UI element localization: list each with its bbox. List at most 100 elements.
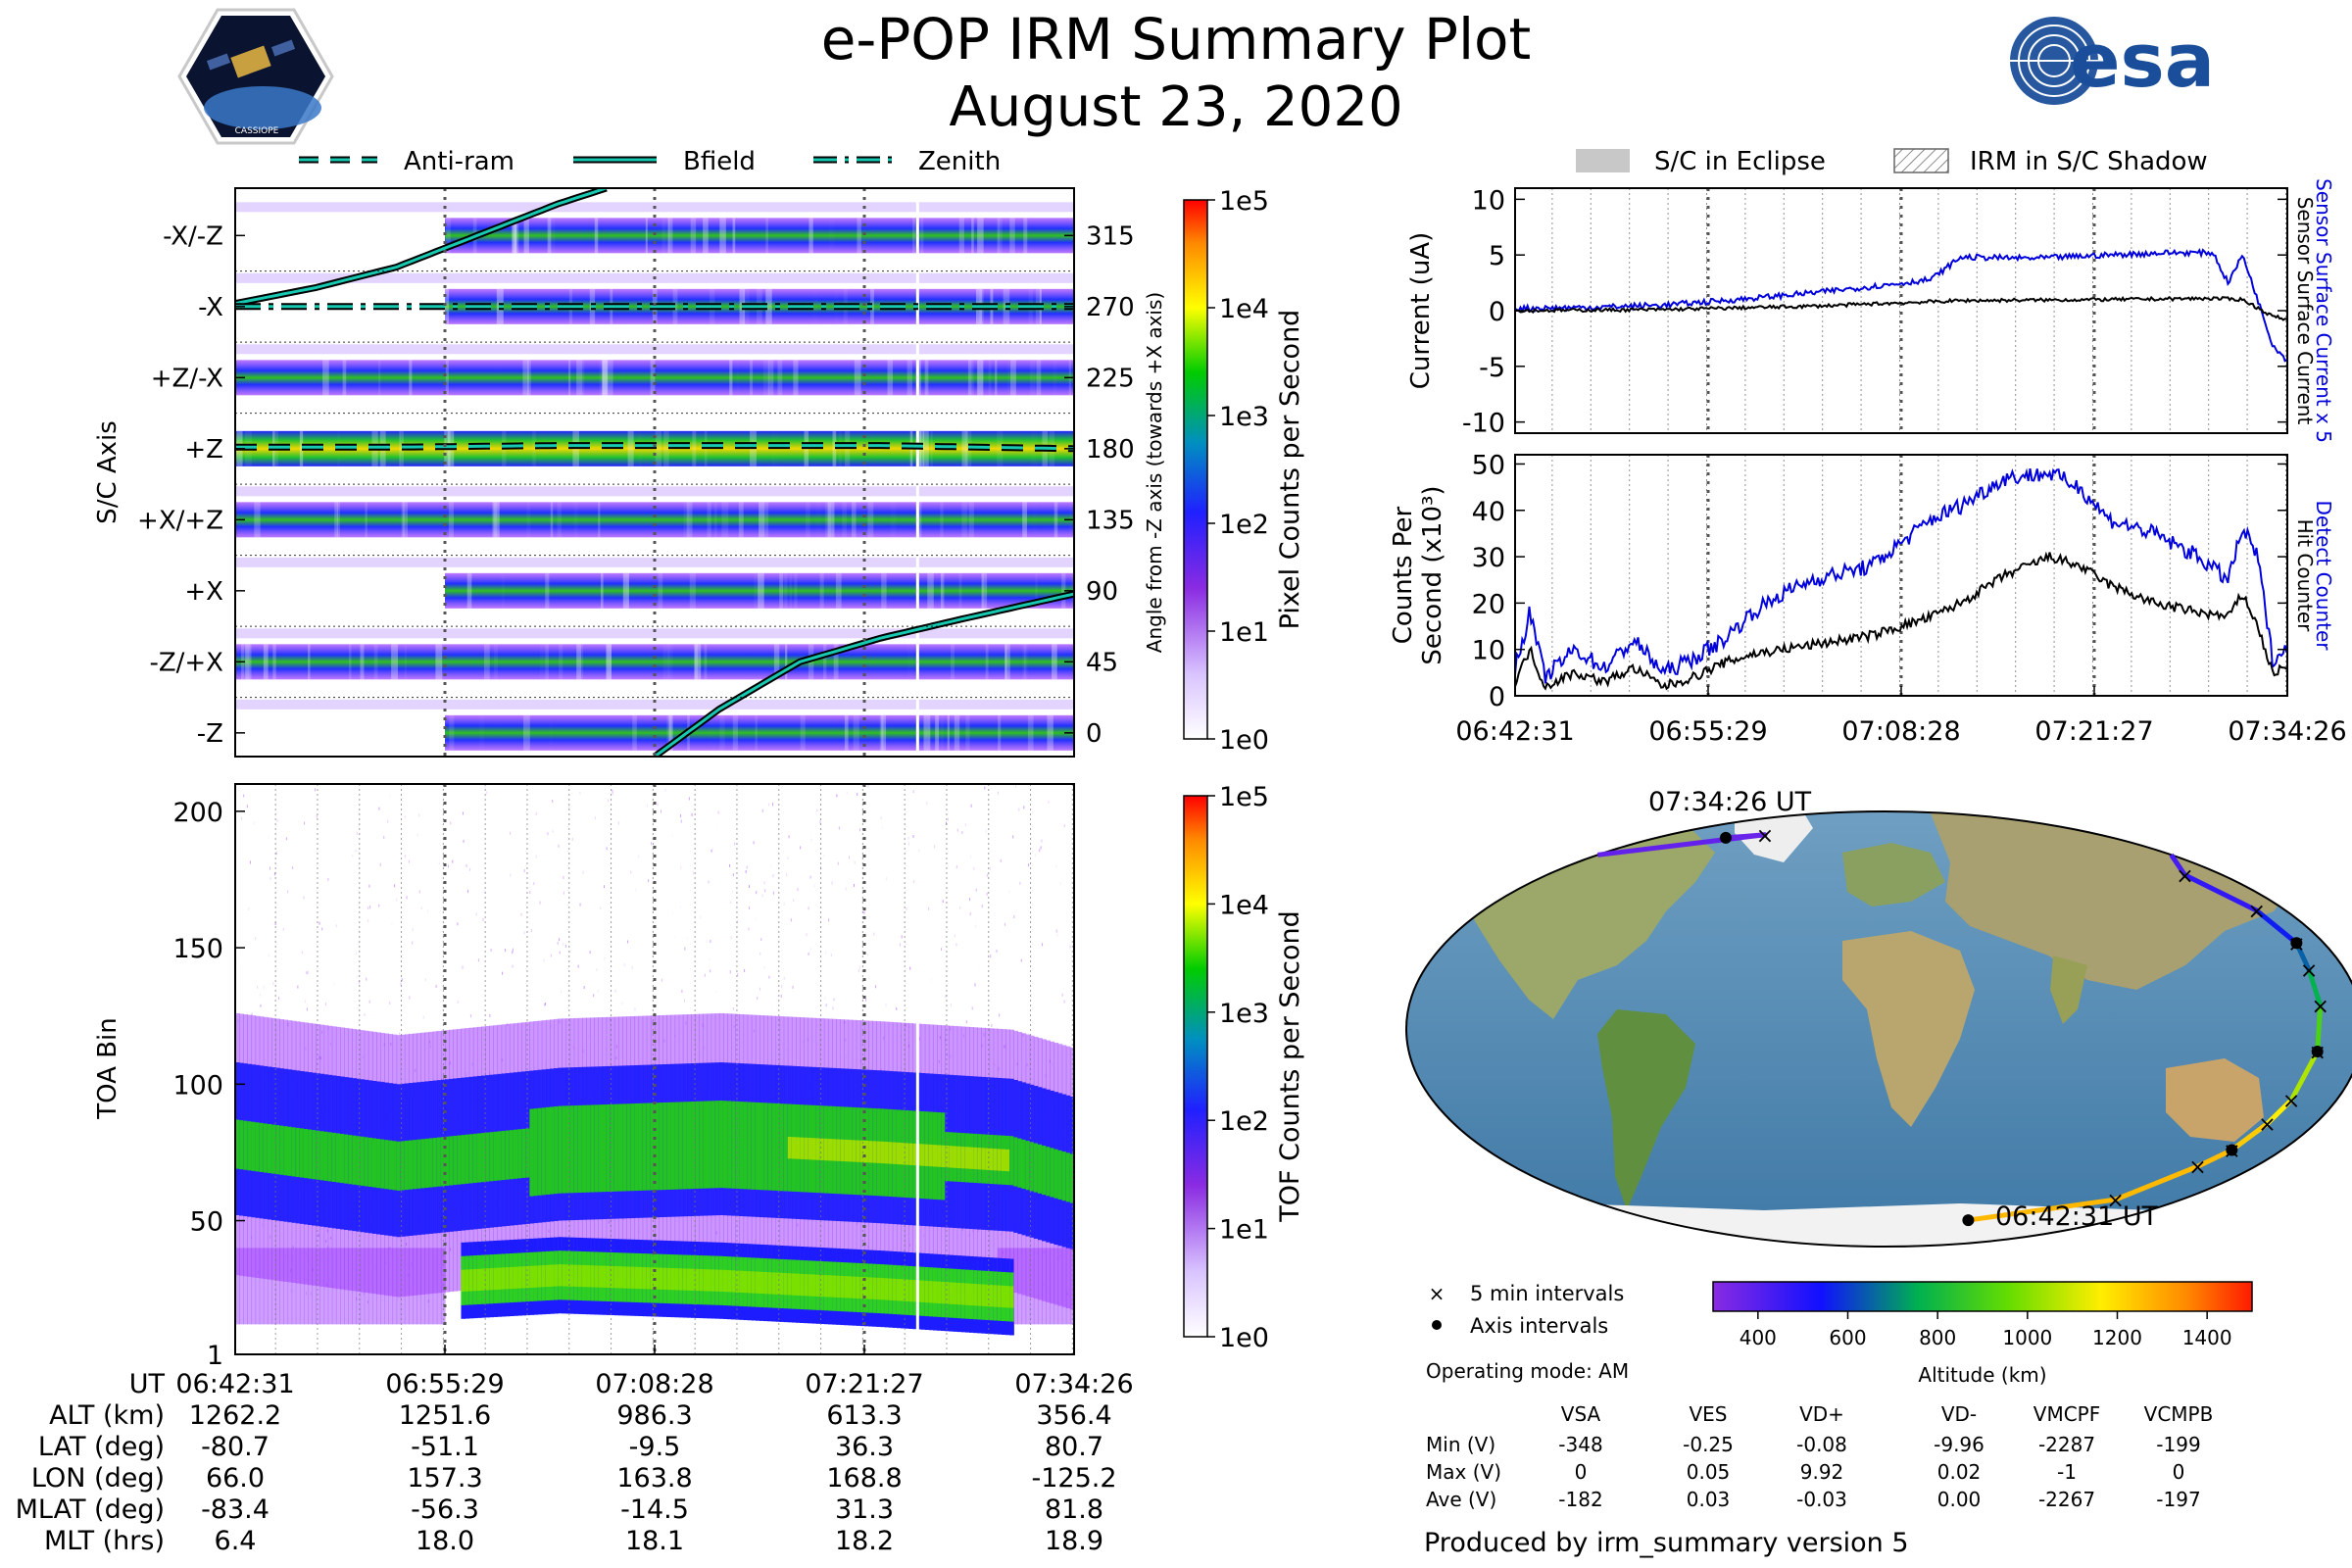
sc-angle-tick-label: 45 — [1086, 648, 1118, 677]
orbit-5min-marker: × — [2308, 1041, 2326, 1065]
ephemeris-cell: 6.4 — [215, 1526, 257, 1556]
voltage-column-header: VCMPB — [2144, 1402, 2214, 1426]
altitude-colorbar-ticks: 400 600 800 1000 1200 1400 — [1740, 1311, 2232, 1349]
legend-shadow-label: IRM in S/C Shadow — [1970, 147, 2208, 176]
altitude-colorbar-tick: 800 — [1919, 1326, 1956, 1349]
sc-axis-grid — [235, 188, 1074, 757]
ephemeris-cell: -14.5 — [620, 1494, 689, 1525]
line-series-hit-counter — [1515, 551, 2287, 691]
orbit-5min-marker: × — [2282, 1090, 2300, 1114]
counter-right-label-hit: Hit Counter — [2293, 519, 2317, 632]
orbit-segment — [1965, 1197, 2119, 1223]
ephemeris-cell: 18.1 — [625, 1526, 684, 1556]
ephemeris-cell: -80.7 — [201, 1432, 270, 1462]
sc-stripe — [235, 486, 1074, 538]
legend-anti-ram: Anti-ram — [299, 147, 514, 176]
orbit-axis-marker — [2226, 1144, 2238, 1156]
ephemeris-cell: -125.2 — [1031, 1463, 1116, 1494]
counter-panel: 50 40 30 20 10 0 06:42:31 06:55:29 07:08:28 07:2… — [1389, 450, 2347, 747]
current-right-label-surface: Sensor Surface Current — [2293, 197, 2317, 425]
orbit-axis-marker — [2290, 937, 2303, 950]
esa-logo-text: esa — [2070, 17, 2215, 104]
orbit-segment — [2264, 1098, 2294, 1127]
ephemeris-cell: -9.5 — [629, 1432, 681, 1462]
voltage-cell: -199 — [2156, 1433, 2200, 1456]
voltage-column-header: VD- — [1941, 1402, 1977, 1426]
esa-logo: esa — [2010, 17, 2215, 105]
ephemeris-cell: 18.2 — [835, 1526, 894, 1556]
tof-colorbar-tick: 1e2 — [1219, 1106, 1269, 1137]
line-ytick-label: 10 — [1472, 185, 1505, 216]
pixel-colorbar-ticks: 1e5 1e4 1e3 1e2 1e1 1e0 — [1207, 186, 1269, 756]
orbit-segment — [2306, 967, 2324, 1008]
altitude-colorbar-tick: 600 — [1829, 1326, 1866, 1349]
ephemeris-cell: 06:55:29 — [385, 1369, 504, 1399]
line-ytick-label: 0 — [1489, 297, 1505, 327]
axis-marker-icon — [1432, 1320, 1442, 1330]
toa-ytick-label: 50 — [190, 1207, 223, 1238]
altitude-colorbar: 400 600 800 1000 1200 1400 Altitude (km) — [1712, 1281, 2253, 1387]
counter-right-label-detect: Detect Counter — [2312, 501, 2335, 652]
orbit-map: ×××××××××××× 07:34:26 UT 06:42:31 UT — [1405, 787, 2352, 1248]
line-ytick-label: 5 — [1489, 241, 1505, 271]
ephemeris-cell: 356.4 — [1036, 1400, 1111, 1431]
tof-colorbar-tick: 1e1 — [1219, 1215, 1269, 1246]
five-min-marker-icon: × — [1429, 1282, 1446, 1305]
counter-ylabel-line-1: Counts Per — [1389, 506, 1418, 644]
ephemeris-cell: -51.1 — [411, 1432, 479, 1462]
orbit-segment — [2288, 1049, 2321, 1103]
counter-xtick-label: 07:34:26 — [2228, 716, 2346, 747]
ephemeris-cell: 18.0 — [416, 1526, 474, 1556]
sc-axis-tick-label: -X/-Z — [163, 221, 223, 251]
line-series-sensor-surface-current-x-5 — [1515, 248, 2287, 363]
pixel-colorbar-tick: 1e4 — [1219, 294, 1269, 324]
tof-colorbar-ticks: 1e5 1e4 1e3 1e2 1e1 1e0 — [1207, 782, 1269, 1353]
counter-xtick-label: 06:42:31 — [1455, 716, 1574, 747]
line-ytick-label: 30 — [1472, 543, 1505, 573]
counter-xtick-label: 07:08:28 — [1841, 716, 1960, 747]
sc-axis-panel: -X/-Z -X +Z/-X +Z +X/+Z +X -Z/+X -Z 315 270 225 18… — [93, 187, 1166, 758]
eclipse-swatch — [1576, 149, 1630, 172]
current-yticks: 10 5 0 -5 -10 — [1462, 185, 2287, 439]
ephemeris-row-header: MLAT (deg) — [16, 1494, 165, 1525]
toa-yticks: 200 150 100 50 1 — [172, 798, 1075, 1371]
legend-zenith-label: Zenith — [918, 147, 1001, 176]
tof-colorbar-label: TOF Counts per Second — [1275, 910, 1305, 1223]
ephemeris-cell: -83.4 — [201, 1494, 270, 1525]
line-ytick-label: 20 — [1472, 589, 1505, 619]
voltage-column-header: VD+ — [1799, 1402, 1844, 1426]
voltage-cell: -2287 — [2038, 1433, 2095, 1456]
orbit-track: ×××××××××××× — [1597, 824, 2329, 1227]
orbit-segment — [2195, 1148, 2234, 1169]
voltage-cell: 0.05 — [1687, 1460, 1731, 1484]
voltage-cell: -348 — [1558, 1433, 1602, 1456]
voltage-column-header: VSA — [1561, 1402, 1601, 1426]
orbit-5min-marker: × — [2106, 1189, 2124, 1213]
line-ytick-label: 40 — [1472, 497, 1505, 527]
left-legend: Anti-ram Bfield Zenith — [299, 147, 1001, 176]
voltage-cell: -197 — [2156, 1488, 2200, 1511]
pixel-colorbar-tick: 1e1 — [1219, 617, 1269, 648]
pixel-colorbar-tick: 1e3 — [1219, 402, 1269, 432]
line-series-sensor-surface-current — [1515, 295, 2287, 321]
voltage-cell: 9.92 — [1800, 1460, 1844, 1484]
orbit-start-label: 06:42:31 UT — [1995, 1201, 2159, 1232]
voltage-cell: -182 — [1558, 1488, 1602, 1511]
voltage-cell: 0.03 — [1687, 1488, 1731, 1511]
orbit-5min-marker: × — [2248, 900, 2266, 924]
sc-axis-left-ticks: -X/-Z -X +Z/-X +Z +X/+Z +X -Z/+X -Z — [137, 221, 245, 749]
orbit-segment — [2113, 1163, 2201, 1202]
cassiope-logo: CASSIOPE — [177, 8, 334, 145]
sc-axis-tick-label: -X — [198, 293, 223, 322]
orbit-segment — [2229, 1121, 2270, 1153]
counter-yticks: 50 40 30 20 10 0 — [1472, 450, 2287, 712]
current-lines — [1515, 248, 2287, 363]
toa-heatmap — [235, 784, 1074, 1354]
toa-ytick-label: 1 — [207, 1341, 223, 1371]
header: CASSIOPE e-POP IRM Summary Plot August 2… — [177, 6, 2215, 145]
voltage-cell: 0 — [1575, 1460, 1588, 1484]
right-legend: S/C in Eclipse IRM in S/C Shadow — [1576, 147, 2208, 176]
line-ytick-label: -10 — [1462, 409, 1505, 439]
line-ytick-label: 10 — [1472, 636, 1505, 666]
